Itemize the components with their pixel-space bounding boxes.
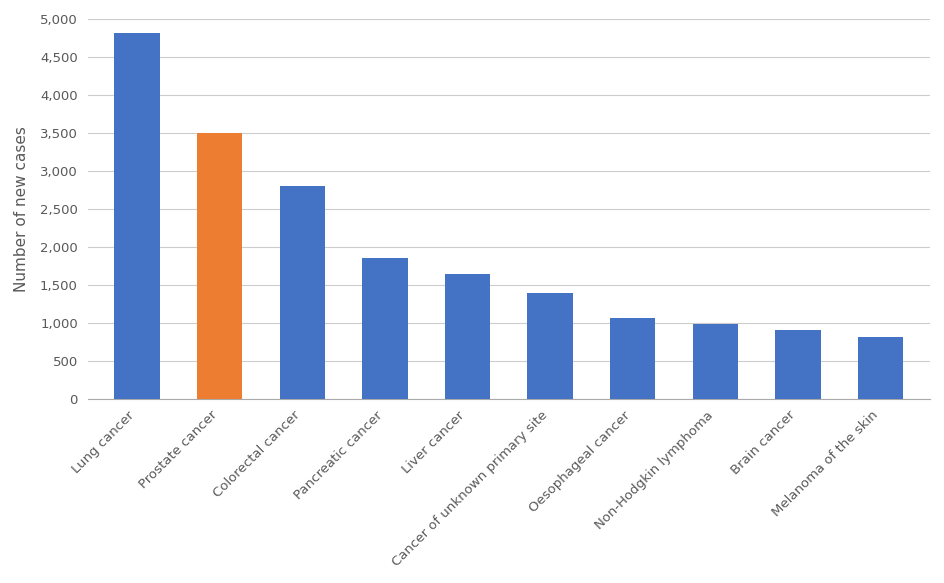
Bar xyxy=(528,293,573,399)
Bar xyxy=(610,318,655,399)
Y-axis label: Number of new cases: Number of new cases xyxy=(14,126,29,292)
Bar xyxy=(445,273,490,399)
Bar xyxy=(775,330,820,399)
Bar xyxy=(279,186,325,399)
Bar xyxy=(858,338,903,399)
Bar xyxy=(362,258,408,399)
Bar xyxy=(197,133,243,399)
Bar xyxy=(114,33,160,399)
Bar xyxy=(693,325,738,399)
